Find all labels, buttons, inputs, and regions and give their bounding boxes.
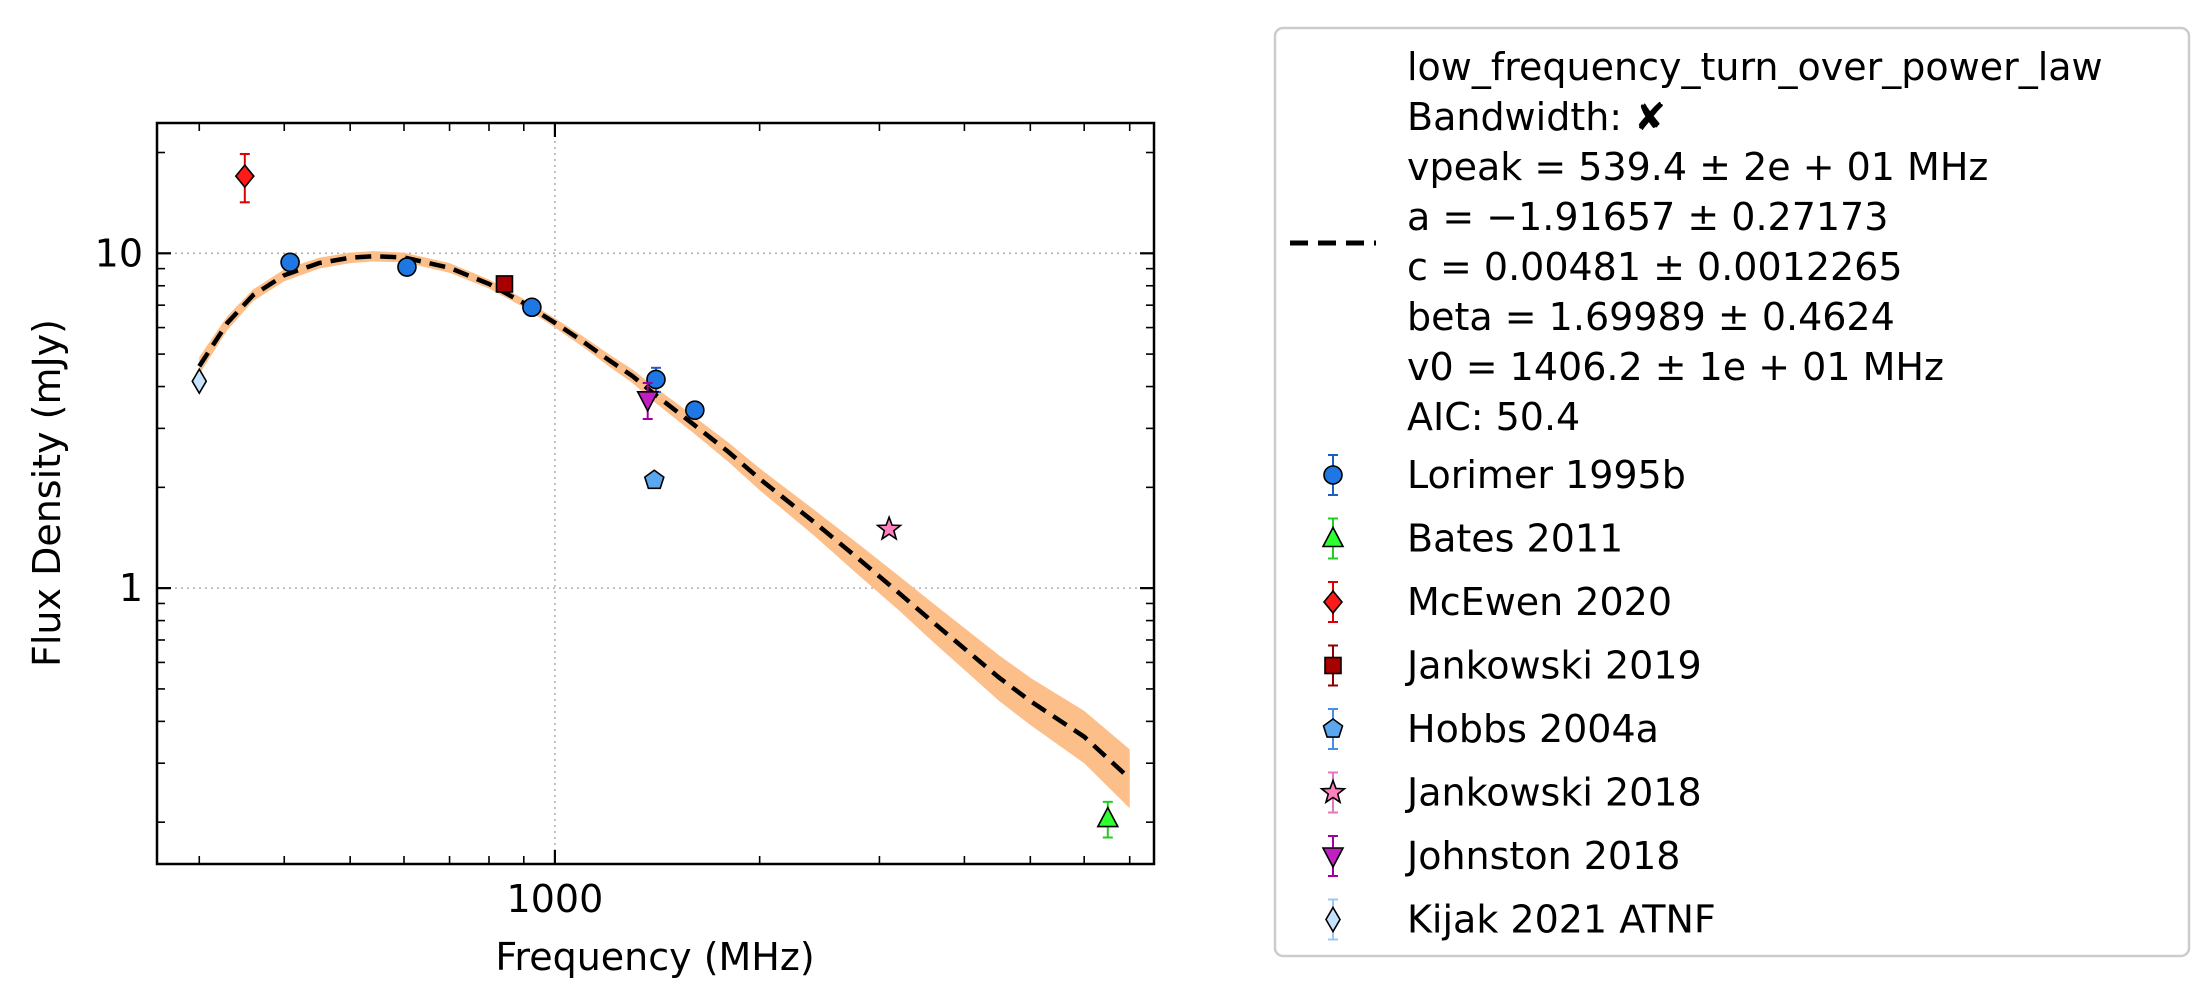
legend-label-bates-2011: Bates 2011 <box>1407 517 1623 561</box>
legend-fit-param-beta: beta = 1.69989 ± 0.4624 <box>1407 295 1895 339</box>
legend-marker-jankowski-2018 <box>1319 778 1347 805</box>
legend-entry-johnston-2018: Johnston 2018 <box>1321 834 1680 878</box>
point-bates-2011 <box>1096 805 1120 828</box>
legend-marker-mcewen-2020 <box>1322 589 1344 615</box>
x-axis-label: Frequency (MHz) <box>495 935 814 979</box>
point-lorimer-1995b <box>522 297 542 318</box>
legend-entry-jankowski-2019: Jankowski 2019 <box>1324 644 1702 688</box>
point-lorimer-1995b <box>397 257 417 277</box>
point-lorimer-1995b <box>280 252 300 273</box>
legend-marker-bates-2011 <box>1321 525 1345 548</box>
legend-series-entries: Lorimer 1995b Bates 2011 McEwen 2020 Jankow… <box>1319 453 1716 942</box>
grid <box>157 123 1154 864</box>
x-tick-label: 1000 <box>507 877 604 921</box>
legend-entry-kijak-2021-atnf: Kijak 2021 ATNF <box>1325 898 1716 942</box>
legend-label-jankowski-2018: Jankowski 2018 <box>1405 771 1702 815</box>
point-jankowski-2018 <box>875 514 903 541</box>
point-jankowski-2019 <box>495 275 514 293</box>
legend-fit-param-v0: v0 = 1406.2 ± 1e + 01 MHz <box>1407 345 1944 389</box>
plot-frame <box>155 121 1156 866</box>
y-tick-label: 10 <box>95 231 143 275</box>
point-johnston-2018 <box>636 391 660 413</box>
legend-entry-jankowski-2018: Jankowski 2018 <box>1319 771 1702 815</box>
tick-labels: 1000 1 10 <box>95 231 604 921</box>
legend-entry-lorimer-1995b: Lorimer 1995b <box>1323 453 1686 497</box>
legend-marker-jankowski-2019 <box>1324 656 1342 675</box>
data-points <box>191 152 1120 839</box>
fit-uncertainty-band <box>199 251 1130 809</box>
legend-fit-name: low_frequency_turn_over_power_law <box>1407 45 2103 89</box>
point-kijak-2021-atnf <box>191 367 208 395</box>
legend-label-lorimer-1995b: Lorimer 1995b <box>1407 453 1686 497</box>
point-mcewen-2020 <box>234 163 255 189</box>
fit-band <box>199 251 1130 809</box>
legend-entry-hobbs-2004a: Hobbs 2004a <box>1322 707 1659 751</box>
legend-fit-param-vpeak: vpeak = 539.4 ± 2e + 01 MHz <box>1407 145 1988 189</box>
legend-label-mcewen-2020: McEwen 2020 <box>1407 580 1672 624</box>
legend: low_frequency_turn_over_power_law Bandwi… <box>1273 26 2191 958</box>
legend-label-kijak-2021-atnf: Kijak 2021 ATNF <box>1407 898 1716 942</box>
legend-marker-lorimer-1995b <box>1323 465 1343 485</box>
point-hobbs-2004a <box>643 469 665 490</box>
fit-curve <box>197 253 1132 781</box>
point-lorimer-1995b <box>646 369 666 390</box>
legend-label-johnston-2018: Johnston 2018 <box>1405 834 1680 878</box>
axis-ticks <box>157 123 1154 864</box>
legend-fit-bandwidth: Bandwidth: ✘ <box>1407 95 1666 139</box>
legend-fit-param-c: c = 0.00481 ± 0.0012265 <box>1407 245 1903 289</box>
y-axis-label: Flux Density (mJy) <box>25 319 69 667</box>
legend-fit-aic: AIC: 50.4 <box>1407 395 1580 439</box>
legend-fit-param-a: a = −1.91657 ± 0.27173 <box>1407 195 1888 239</box>
legend-box <box>1273 26 2191 958</box>
point-lorimer-1995b <box>685 400 705 420</box>
legend-label-jankowski-2019: Jankowski 2019 <box>1405 644 1702 688</box>
legend-marker-hobbs-2004a <box>1322 718 1344 738</box>
legend-entry-mcewen-2020: McEwen 2020 <box>1322 580 1672 624</box>
legend-marker-kijak-2021-atnf <box>1325 905 1341 934</box>
legend-marker-johnston-2018 <box>1321 847 1345 869</box>
legend-entry-bates-2011: Bates 2011 <box>1321 517 1623 561</box>
legend-label-hobbs-2004a: Hobbs 2004a <box>1407 707 1659 751</box>
fit-curve-layer <box>197 253 1132 781</box>
y-tick-label: 1 <box>119 566 143 610</box>
